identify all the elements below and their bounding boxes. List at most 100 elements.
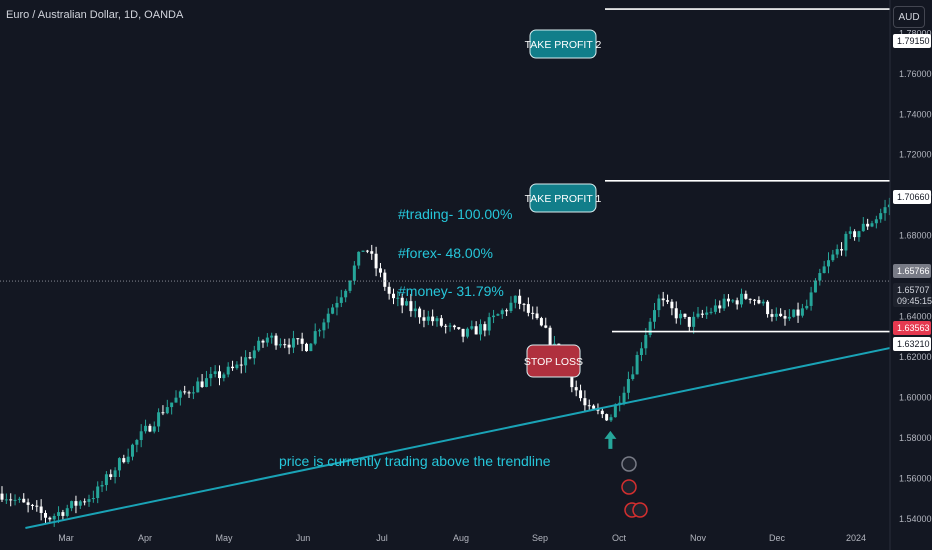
y-tick-label: 1.58000 xyxy=(899,433,932,443)
candle-body xyxy=(291,338,295,348)
candle-body xyxy=(200,381,204,387)
stop-loss-label[interactable]: STOP LOSS xyxy=(524,344,583,378)
candle-body xyxy=(352,265,356,281)
candle-body xyxy=(848,231,852,234)
candle-body xyxy=(52,515,56,520)
candle-body xyxy=(61,512,65,516)
candle-body xyxy=(161,412,165,414)
candle-body xyxy=(248,357,252,359)
candle-body xyxy=(191,392,195,394)
candle-body xyxy=(100,485,104,487)
y-tick-label: 1.56000 xyxy=(899,473,932,483)
candle-body xyxy=(109,474,113,477)
candle-body xyxy=(726,298,730,302)
candle-body xyxy=(126,456,130,463)
candle-body xyxy=(17,498,21,500)
candle-body xyxy=(278,344,282,346)
candle-body xyxy=(548,327,552,345)
candle-body xyxy=(827,260,830,267)
candle-body xyxy=(261,340,265,343)
candle-body xyxy=(257,340,261,351)
take-profit-2-label-box xyxy=(529,29,597,59)
candle-body xyxy=(879,213,883,220)
candle-body xyxy=(70,501,74,509)
take-profit-1-label[interactable]: TAKE PROFIT 1 xyxy=(525,183,602,213)
candle-body xyxy=(479,324,482,335)
candle-body xyxy=(235,364,239,369)
candle-body xyxy=(518,295,522,304)
candle-body xyxy=(735,300,739,305)
candle-body xyxy=(22,498,26,503)
currency-button[interactable]: AUD xyxy=(893,6,925,28)
candle-body xyxy=(226,366,230,375)
candle-body xyxy=(731,300,735,302)
economic-event-icon[interactable] xyxy=(621,479,637,495)
price-level-badge xyxy=(893,337,931,351)
candle-body xyxy=(661,298,665,301)
candle-body xyxy=(344,290,348,298)
candle-body xyxy=(805,305,809,309)
candle-body xyxy=(187,392,191,394)
candle-body xyxy=(204,378,208,387)
candle-body xyxy=(552,343,556,345)
y-tick-label: 1.62000 xyxy=(899,352,932,362)
candle-body xyxy=(605,414,609,421)
candle-body xyxy=(0,493,4,500)
candle-body xyxy=(74,501,78,506)
price-level-text: 1.65766 xyxy=(897,266,930,276)
candle-body xyxy=(583,398,587,406)
y-tick-label: 1.54000 xyxy=(899,514,932,524)
take-profit-2-label[interactable]: TAKE PROFIT 2 xyxy=(525,29,602,59)
candle-body xyxy=(4,499,8,501)
candle-body xyxy=(339,297,343,303)
candle-body xyxy=(626,379,630,393)
candle-body xyxy=(174,397,178,403)
candle-body xyxy=(392,293,395,299)
y-tick-label: 1.72000 xyxy=(899,150,932,160)
candle-body xyxy=(579,390,583,399)
candle-body xyxy=(287,344,291,348)
candle-body xyxy=(9,499,13,501)
candle-body xyxy=(670,301,674,309)
candle-body xyxy=(383,272,387,287)
candle-body xyxy=(170,402,174,408)
candle-body xyxy=(813,280,817,293)
candle-body xyxy=(244,357,248,366)
candle-body xyxy=(809,292,813,306)
candle-body xyxy=(444,325,448,327)
candle-body xyxy=(318,330,322,332)
candle-body xyxy=(500,310,504,315)
candle-body xyxy=(396,297,400,299)
candle-body xyxy=(766,301,770,315)
candle-body xyxy=(800,308,804,316)
candle-body xyxy=(609,417,613,421)
candle-body xyxy=(522,303,526,305)
candle-body xyxy=(544,325,548,328)
candle-body xyxy=(26,502,30,505)
candle-body xyxy=(331,307,335,314)
candle-body xyxy=(400,297,404,306)
economic-event-icon[interactable] xyxy=(632,502,648,518)
trendline[interactable] xyxy=(25,269,932,529)
candle-body xyxy=(705,312,709,315)
candle-body xyxy=(265,337,269,343)
candle-body xyxy=(405,301,409,306)
candle-body xyxy=(122,458,126,463)
candle-body xyxy=(65,508,69,516)
take-profit-2-label-text: TAKE PROFIT 2 xyxy=(525,39,602,51)
candle-body xyxy=(117,458,121,471)
candle-body xyxy=(657,298,661,311)
candle-body xyxy=(470,326,474,329)
candle-body xyxy=(239,364,243,366)
y-tick-label: 1.60000 xyxy=(899,393,932,403)
candle-body xyxy=(135,440,139,445)
lightning-event-icon[interactable] xyxy=(621,456,637,472)
candle-body xyxy=(844,233,848,251)
candle-body xyxy=(696,313,700,317)
candle-body xyxy=(787,316,791,319)
candle-body xyxy=(570,373,574,388)
candle-body xyxy=(857,231,861,238)
x-tick-label: Apr xyxy=(138,533,152,543)
